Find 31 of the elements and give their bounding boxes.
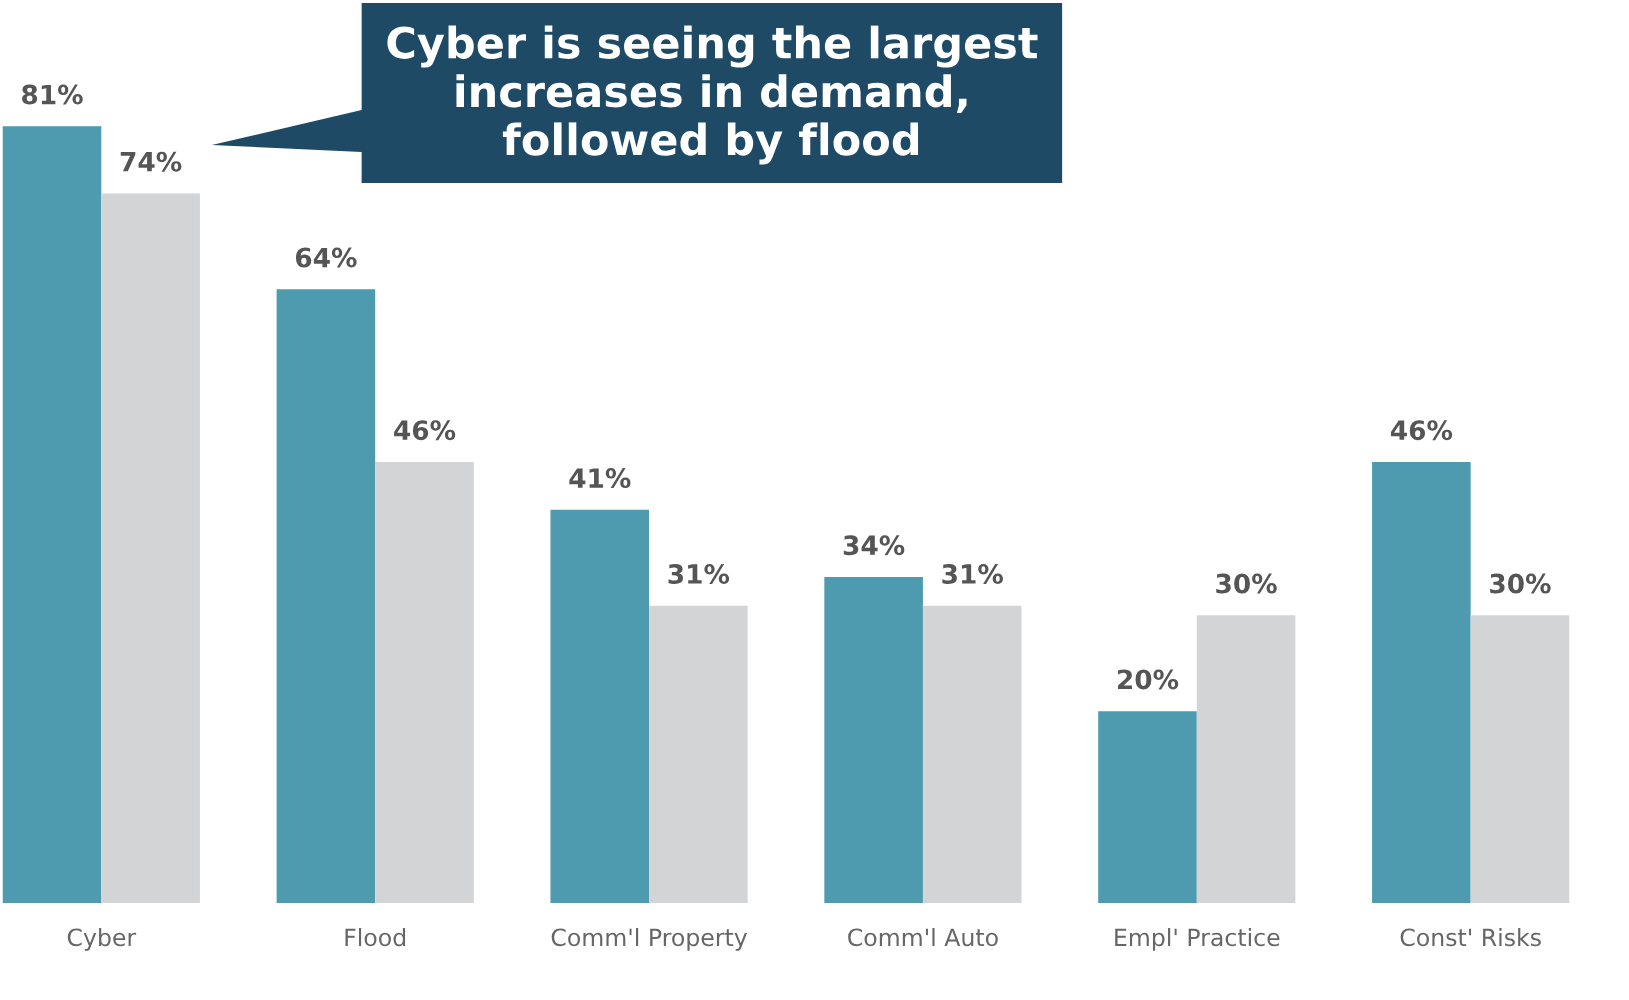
bar [101, 193, 200, 903]
bar [1372, 461, 1471, 903]
bar [375, 461, 474, 903]
bar [276, 289, 376, 903]
data-label: 31% [668, 564, 730, 584]
data-label: 30% [1216, 573, 1277, 594]
bar [1196, 615, 1296, 903]
data-label: 30% [1490, 573, 1551, 594]
x-tick-label: Cyber [67, 928, 137, 951]
bar [922, 605, 1022, 903]
bar [649, 605, 748, 903]
data-label: 81% [22, 84, 83, 105]
data-label: 74% [120, 151, 182, 172]
x-tick-label: Comm'l Property [551, 928, 748, 951]
data-label: 46% [394, 420, 456, 441]
bar [1470, 615, 1570, 903]
bar [824, 576, 923, 903]
x-tick-label: Comm'l Auto [848, 928, 998, 947]
data-label: 34% [843, 535, 905, 556]
bar [1098, 711, 1197, 903]
x-tick-label: Empl' Practice [1115, 928, 1280, 951]
bar [550, 509, 650, 903]
bar [2, 126, 102, 903]
data-label: 31% [942, 564, 1003, 584]
data-label: 20% [1118, 669, 1179, 690]
annotation: Cyber is seeing the largest increases in demand, followed by flood [387, 25, 1038, 165]
data-label: 41% [569, 468, 631, 489]
data-label: 64% [295, 247, 357, 268]
x-tick-label: Const' Risks [1400, 928, 1541, 947]
data-label: 46% [1390, 420, 1453, 441]
x-tick-label: Flood [345, 928, 406, 947]
